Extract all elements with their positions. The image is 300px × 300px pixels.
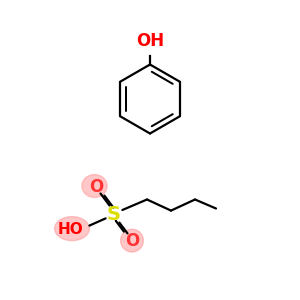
Text: S: S xyxy=(107,205,121,224)
Ellipse shape xyxy=(82,175,107,197)
Text: O: O xyxy=(125,232,139,250)
Ellipse shape xyxy=(55,217,89,241)
Text: OH: OH xyxy=(136,32,164,50)
Text: O: O xyxy=(89,178,103,196)
Ellipse shape xyxy=(121,229,143,252)
Text: HO: HO xyxy=(58,222,83,237)
